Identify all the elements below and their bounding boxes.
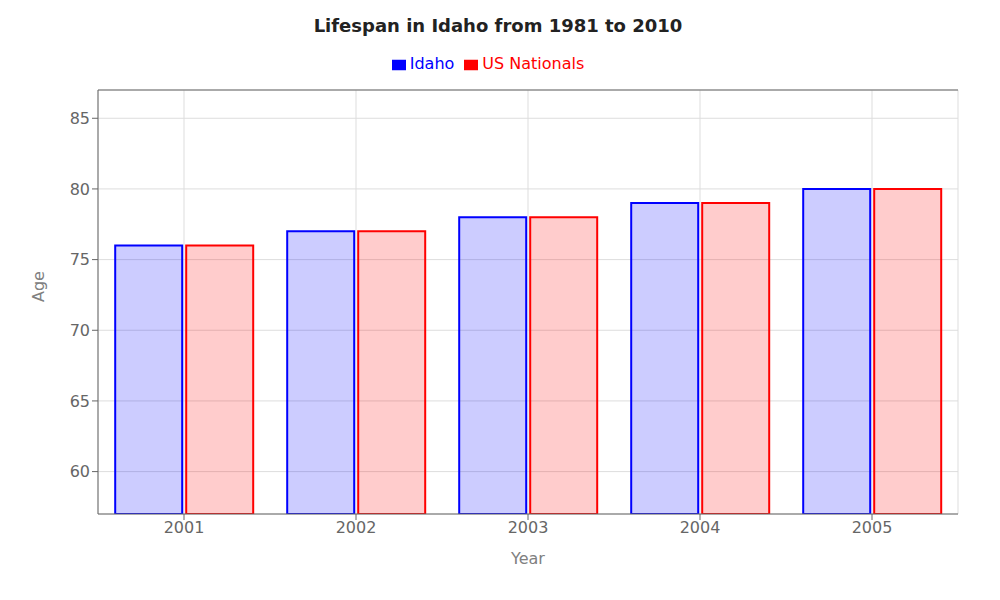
- svg-text:2001: 2001: [164, 518, 205, 537]
- html-text:Lifespan in Idaho from 1981 to: Lifespan in Idaho from 1981 to 2010: [313, 15, 683, 36]
- svg-text:80: 80: [70, 180, 90, 199]
- svg-text:75: 75: [70, 250, 90, 269]
- html-text:Idaho: Idaho: [409, 54, 455, 73]
- svg-text:85: 85: [70, 109, 90, 128]
- html-text:US Nationals: US Nationals: [482, 54, 585, 73]
- svg-text:2005: 2005: [852, 518, 893, 537]
- svg-text:65: 65: [70, 392, 90, 411]
- svg-text:2003: 2003: [508, 518, 549, 537]
- svg-text:Age: Age: [29, 271, 48, 302]
- svg-text:60: 60: [70, 462, 90, 481]
- svg-text:2002: 2002: [336, 518, 377, 537]
- svg-text:2004: 2004: [680, 518, 721, 537]
- svg-text:70: 70: [70, 321, 90, 340]
- svg-text:Year: Year: [510, 549, 545, 568]
